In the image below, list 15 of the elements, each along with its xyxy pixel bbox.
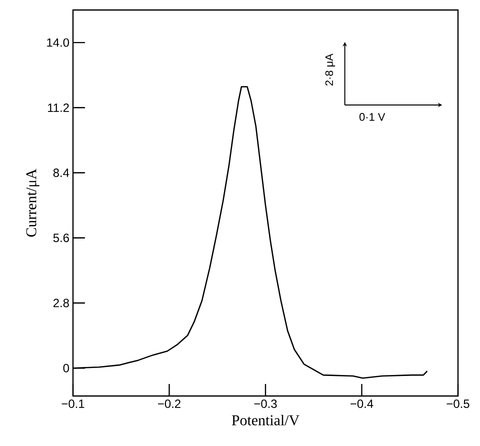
- y-axis-title: Current/μA: [26, 168, 40, 237]
- y-tick-label: 2.8: [53, 298, 69, 308]
- y-tick-label: 11.2: [48, 103, 69, 112]
- y-tick-label: 5.6: [53, 234, 69, 242]
- x-tick-label: −0.1: [62, 400, 84, 408]
- x-tick-label: −0.3: [254, 400, 277, 408]
- x-tick-label: −0.5: [446, 400, 470, 408]
- annotation: 2·8 μA: [325, 54, 336, 86]
- y-tick-label: 0: [63, 364, 70, 372]
- x-tick-label: −0.2: [158, 400, 180, 408]
- x-axis-title: Potential/V: [232, 414, 300, 426]
- y-tick-label: 14.0: [47, 38, 70, 47]
- y-tick-label: 8.4: [53, 168, 70, 177]
- annotation: 0·1 V: [359, 113, 386, 121]
- x-tick-label: −0.4: [350, 400, 374, 408]
